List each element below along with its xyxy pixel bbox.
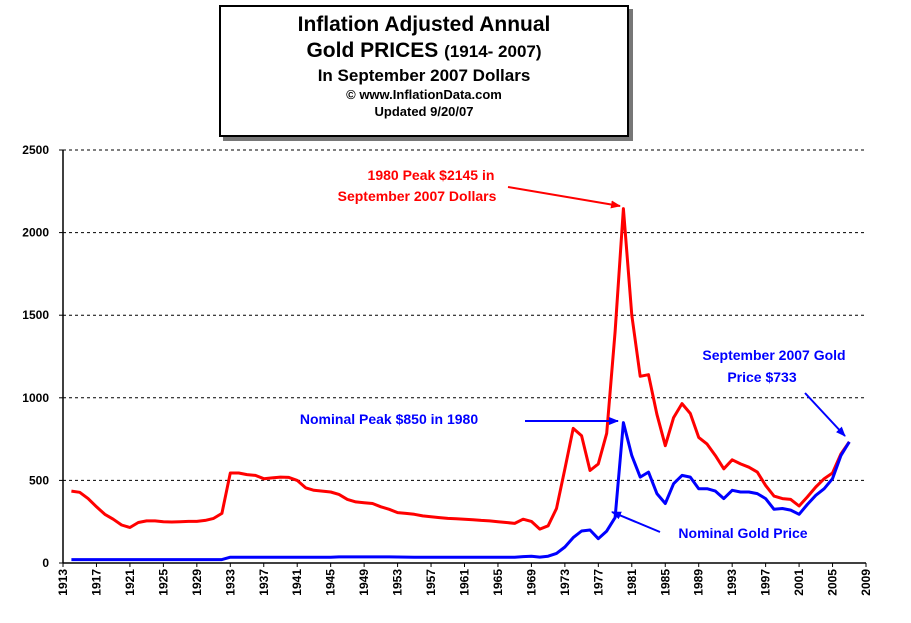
x-tick-label: 1929 (190, 569, 204, 596)
x-tick-label: 1969 (524, 569, 538, 596)
peak-real-label-1: 1980 Peak $2145 in (368, 167, 495, 183)
peak-real-arrow (507, 186, 621, 209)
chart-title-line2: Gold PRICES (1914- 2007) (221, 38, 627, 65)
x-tick-label: 1989 (692, 569, 706, 596)
axes (59, 149, 867, 567)
y-tick-label: 1000 (22, 391, 49, 405)
y-tick-label: 2500 (22, 143, 49, 157)
x-tick-label: 1933 (223, 569, 237, 596)
x-tick-label: 1973 (558, 569, 572, 596)
x-tick-label: 1921 (123, 569, 137, 596)
x-tick-label: 1961 (458, 569, 472, 596)
chart-updated: Updated 9/20/07 (374, 104, 474, 119)
x-tick-label: 1981 (625, 569, 639, 596)
x-tick-label: 1925 (156, 569, 170, 596)
x-tick-label: 1977 (591, 569, 605, 596)
chart-subtitle: In September 2007 Dollars (317, 66, 531, 85)
x-tick-label: 1949 (357, 569, 371, 596)
nominal-gold-label: Nominal Gold Price (678, 525, 807, 541)
y-tick-label: 0 (42, 556, 49, 570)
sept2007-arrow (804, 392, 846, 437)
real-price-line (71, 207, 851, 531)
x-tick-label: 2009 (859, 569, 873, 596)
x-tick-label: 1941 (290, 569, 304, 596)
x-tick-label: 1953 (391, 569, 405, 596)
x-tick-label: 1957 (424, 569, 438, 596)
sept2007-label-2: Price $733 (727, 369, 796, 385)
x-tick-label: 1913 (56, 569, 70, 596)
y-tick-label: 2000 (22, 226, 49, 240)
grid-lines (63, 149, 866, 481)
y-tick-label: 500 (29, 473, 49, 487)
x-tick-label: 1945 (324, 569, 338, 596)
sept2007-label-1: September 2007 Gold (702, 347, 845, 363)
x-tick-label: 1993 (725, 569, 739, 596)
y-tick-label: 1500 (22, 308, 49, 322)
chart-title-range: (1914- 2007) (444, 42, 542, 61)
nominal-label-arrow (611, 511, 661, 533)
nominal-price-line (71, 421, 851, 562)
peak-real-label-2: September 2007 Dollars (338, 188, 497, 204)
x-tick-label: 1917 (89, 569, 103, 596)
chart-title-box: Inflation Adjusted Annual Gold PRICES (1… (219, 5, 629, 137)
chart-copyright: © www.InflationData.com (346, 87, 502, 102)
x-tick-label: 1965 (491, 569, 505, 596)
x-tick-label: 2005 (826, 569, 840, 596)
x-tick-label: 1985 (658, 569, 672, 596)
x-tick-label: 2001 (792, 569, 806, 596)
series-lines (71, 207, 851, 562)
x-tick-label: 1937 (257, 569, 271, 596)
x-tick-label: 1997 (759, 569, 773, 596)
tick-labels: 0 500 1000 1500 2000 2500 1913 1917 1921 1925 1929… (22, 143, 873, 596)
chart-title-main: Gold PRICES (306, 39, 439, 62)
nominal-peak-label: Nominal Peak $850 in 1980 (300, 411, 478, 427)
chart-title-line1: Inflation Adjusted Annual (297, 13, 551, 36)
